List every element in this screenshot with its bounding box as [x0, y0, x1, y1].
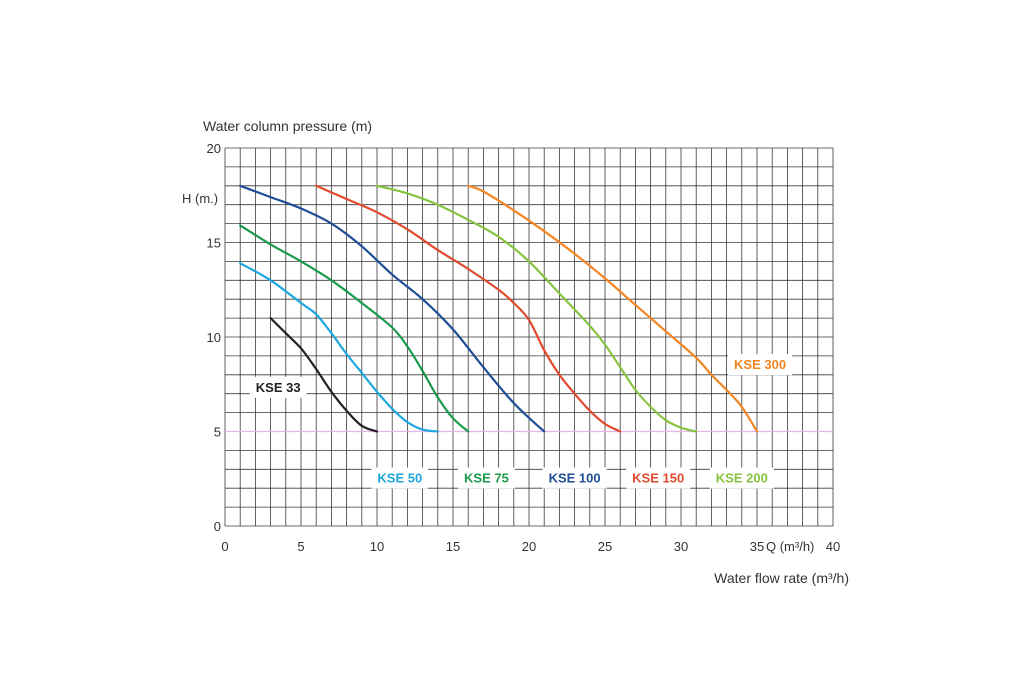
series-label-bg-kse-75 [458, 467, 515, 489]
series-label-bg-kse-50 [371, 467, 429, 489]
series-label-kse-33: KSE 33 [256, 380, 301, 395]
series-label-kse-50: KSE 50 [377, 471, 422, 486]
series-label-kse-75: KSE 75 [464, 471, 509, 486]
x-tick-label: 40 [826, 539, 840, 554]
series-line-kse-75 [239, 224, 470, 433]
series-label-bg-kse-200 [709, 467, 774, 489]
y-tick-label: 20 [207, 141, 221, 156]
series-line-kse-50 [239, 262, 439, 433]
series-label-kse-150: KSE 150 [632, 471, 684, 486]
series-label-kse-200: KSE 200 [716, 471, 768, 486]
series-line-kse-33 [269, 317, 379, 433]
x-tick-label: 10 [370, 539, 384, 554]
y-tick-label: 0 [214, 519, 221, 534]
series-line-kse-150 [315, 184, 622, 433]
tick-labels: 0 5 10 15 20 25 30 35 40 0 5 10 15 20 [207, 141, 841, 554]
y-tick-label: 5 [214, 425, 221, 440]
series-line-kse-300 [467, 184, 759, 433]
series-label-bg-kse-100 [542, 467, 607, 489]
x-tick-label: 5 [297, 539, 304, 554]
series-curves [239, 184, 759, 433]
y-tick-label: 15 [207, 236, 221, 251]
x-unit-label: Q (m³/h) [766, 539, 814, 554]
series-label-kse-300: KSE 300 [734, 357, 786, 372]
x-tick-label: 30 [674, 539, 688, 554]
series-line-kse-100 [239, 184, 546, 433]
series-label-kse-100: KSE 100 [549, 471, 601, 486]
series-label-bg-kse-300 [728, 354, 793, 376]
x-tick-label: 0 [221, 539, 228, 554]
x-tick-label: 20 [522, 539, 536, 554]
series-label-bg-kse-150 [626, 467, 691, 489]
x-axis-title: Water flow rate (m³/h) [714, 570, 849, 586]
x-tick-label: 15 [446, 539, 460, 554]
y-unit-label: H (m.) [182, 191, 218, 206]
series-line-kse-200 [375, 184, 698, 433]
series-labels: KSE 33 KSE 50 KSE 75 KSE 100 KSE 150 KSE 200 K… [249, 354, 793, 489]
x-tick-label: 35 [750, 539, 764, 554]
x-tick-label: 25 [598, 539, 612, 554]
y-tick-label: 10 [207, 330, 221, 345]
y-axis-title: Water column pressure (m) [203, 118, 372, 134]
series-label-bg-kse-33 [249, 376, 307, 398]
